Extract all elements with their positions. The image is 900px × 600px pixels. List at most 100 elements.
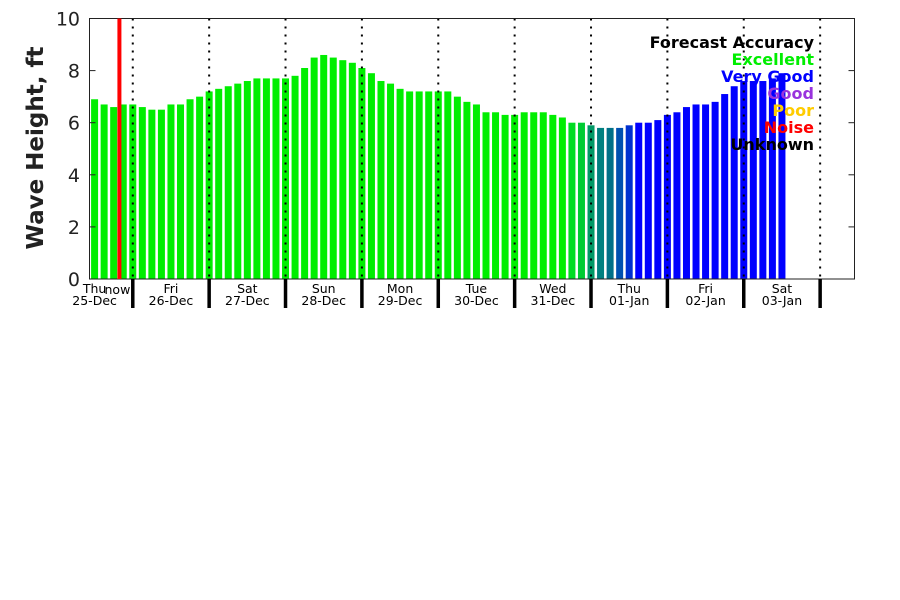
bar — [167, 104, 175, 279]
y-tick-label: 4 — [68, 165, 80, 187]
bar — [129, 104, 137, 279]
bar — [663, 114, 671, 279]
legend-entry: Noise — [764, 118, 814, 137]
bar — [434, 91, 442, 279]
day-label: Fri — [164, 281, 179, 296]
day-label: Thu — [616, 281, 640, 296]
bar — [138, 107, 146, 279]
legend-entry: Very Good — [721, 67, 814, 86]
bar — [597, 127, 605, 279]
legend-entry: Unknown — [730, 135, 814, 154]
y-tick-label: 6 — [68, 113, 80, 135]
bar — [472, 104, 480, 279]
day-label: Thu — [82, 281, 106, 296]
bar — [243, 81, 251, 280]
bar — [186, 99, 194, 279]
legend-entry: Excellent — [732, 50, 815, 69]
bar — [616, 127, 624, 279]
bar — [711, 101, 719, 279]
now-label: now — [105, 282, 131, 297]
bar — [196, 96, 204, 280]
bar — [272, 78, 280, 279]
bar — [310, 57, 318, 280]
bar — [702, 104, 710, 279]
bar — [215, 88, 223, 280]
day-label: Sat — [237, 281, 258, 296]
date-label: 03-Jan — [762, 293, 802, 308]
bar — [539, 112, 547, 279]
now-marker: now — [105, 18, 131, 297]
day-label: Mon — [387, 281, 413, 296]
date-label: 31-Dec — [531, 293, 576, 308]
bar — [119, 104, 127, 279]
bar — [148, 109, 156, 279]
bar — [444, 91, 452, 279]
bar — [425, 91, 433, 279]
date-label: 01-Jan — [609, 293, 649, 308]
bar — [463, 101, 471, 279]
bar — [377, 81, 385, 280]
bar — [492, 112, 500, 279]
y-tick-label: 0 — [68, 269, 80, 291]
bar — [205, 91, 213, 279]
bar — [234, 83, 242, 279]
bar — [224, 86, 232, 279]
y-axis: 0 2 4 6 8 10 — [56, 9, 855, 291]
day-label: Wed — [539, 281, 566, 296]
bar — [387, 83, 395, 279]
day-label: Tue — [465, 281, 488, 296]
bar — [501, 114, 509, 279]
bar — [673, 112, 681, 279]
date-label: 29-Dec — [378, 293, 423, 308]
bar — [157, 109, 165, 279]
y-axis-label: Wave Height, ft — [23, 47, 49, 250]
bar — [396, 88, 404, 280]
y-tick-label: 8 — [68, 61, 80, 83]
day-label: Sun — [312, 281, 336, 296]
legend-title: Forecast Accuracy — [650, 33, 815, 52]
bar — [301, 67, 309, 280]
bar — [692, 104, 700, 279]
day-gridlines — [131, 18, 822, 279]
bar — [453, 96, 461, 280]
bar — [100, 104, 108, 279]
date-label: 28-Dec — [301, 293, 346, 308]
bar — [348, 62, 356, 279]
bar — [291, 75, 299, 279]
bars-layer — [91, 54, 786, 280]
bar — [768, 78, 776, 279]
day-label: Sat — [772, 281, 793, 296]
bar — [759, 81, 767, 280]
bar — [644, 122, 652, 279]
bar — [530, 112, 538, 279]
day-label: Fri — [698, 281, 713, 296]
bar — [329, 57, 337, 280]
bar — [577, 122, 585, 279]
bar — [721, 94, 729, 279]
bar — [625, 125, 633, 280]
x-axis: Thu25-DecFri26-DecSat27-DecSun28-DecMon2… — [72, 279, 822, 308]
bar — [520, 112, 528, 279]
date-label: 25-Dec — [72, 293, 117, 308]
bar — [749, 81, 757, 280]
bar — [568, 122, 576, 279]
bar — [549, 114, 557, 279]
bar — [110, 107, 118, 279]
bar — [415, 91, 423, 279]
legend-entry: Poor — [772, 101, 814, 120]
y-tick-label: 2 — [68, 217, 80, 239]
date-label: 27-Dec — [225, 293, 270, 308]
bar — [587, 125, 595, 280]
bar — [482, 112, 490, 279]
date-label: 26-Dec — [149, 293, 194, 308]
date-label: 02-Jan — [685, 293, 725, 308]
plot-frame — [89, 18, 855, 280]
date-label: 30-Dec — [454, 293, 499, 308]
bar — [253, 78, 261, 279]
bar — [730, 86, 738, 279]
bar — [177, 104, 185, 279]
bar — [682, 107, 690, 279]
y-tick-label: 10 — [56, 9, 80, 31]
